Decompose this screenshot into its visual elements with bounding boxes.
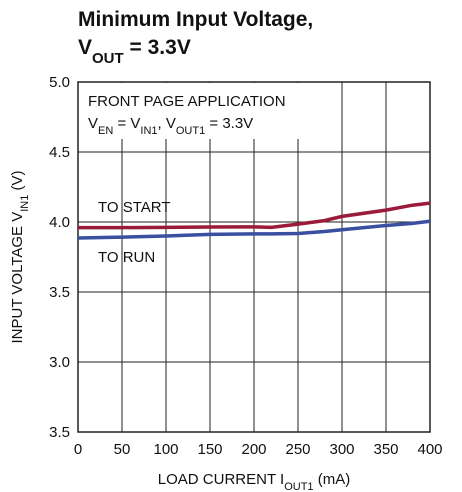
series-label: TO START	[98, 199, 171, 216]
chart-title-part: OUT	[92, 50, 124, 67]
x-tick-label: 350	[373, 441, 398, 458]
chart-title: VOUT = 3.3V	[78, 36, 191, 67]
x-axis-label-part: (mA)	[314, 471, 351, 488]
line-series	[78, 201, 431, 230]
annotation-part: EN	[98, 125, 113, 137]
y-tick-label: 5.0	[49, 74, 70, 91]
y-tick-label: 4.5	[49, 144, 70, 161]
x-tick-label: 0	[74, 441, 82, 458]
x-tick-label: 50	[114, 441, 131, 458]
chart-title-part: = 3.3V	[124, 36, 191, 59]
y-tick-label: 3.5	[49, 284, 70, 301]
x-tick-label: 250	[285, 441, 310, 458]
x-tick-label: 150	[197, 441, 222, 458]
annotation-box	[79, 83, 301, 139]
plot-frame	[77, 81, 431, 433]
annotation-part: = V	[113, 115, 140, 132]
x-tick-label: 300	[329, 441, 354, 458]
annotation-part: , V	[158, 115, 176, 132]
y-tick-label: 3.0	[49, 354, 70, 371]
y-axis-label: INPUT VOLTAGE VIN1 (V)	[9, 171, 31, 344]
y-tick-label: 3.5	[49, 424, 70, 441]
y-tick-label: 4.0	[49, 214, 70, 231]
x-axis-label-part: LOAD CURRENT I	[158, 471, 284, 488]
y-axis-label-part: IN1	[19, 195, 31, 212]
x-axis-label: LOAD CURRENT IOUT1 (mA)	[158, 471, 350, 492]
annotation-part: = 3.3V	[205, 115, 253, 132]
chart-title-part: Minimum Input Voltage,	[78, 8, 313, 31]
x-tick-label: 200	[241, 441, 266, 458]
chart-title-part: V	[78, 36, 92, 59]
annotation: FRONT PAGE APPLICATION	[88, 93, 286, 110]
x-tick-label: 100	[153, 441, 178, 458]
line-series	[77, 219, 431, 240]
annotation-part: OUT1	[176, 125, 205, 137]
x-axis-label-part: OUT1	[284, 481, 313, 492]
series-label: TO RUN	[98, 249, 155, 266]
annotation-part: IN1	[140, 125, 157, 137]
y-axis-label-part: INPUT VOLTAGE V	[9, 212, 26, 344]
chart-title: Minimum Input Voltage,	[78, 8, 313, 31]
annotation-part: FRONT PAGE APPLICATION	[88, 93, 286, 110]
y-axis-label-part: (V)	[9, 171, 26, 195]
x-tick-label: 400	[417, 441, 442, 458]
annotation: VEN = VIN1, VOUT1 = 3.3V	[88, 115, 253, 137]
annotation-part: V	[88, 115, 98, 132]
